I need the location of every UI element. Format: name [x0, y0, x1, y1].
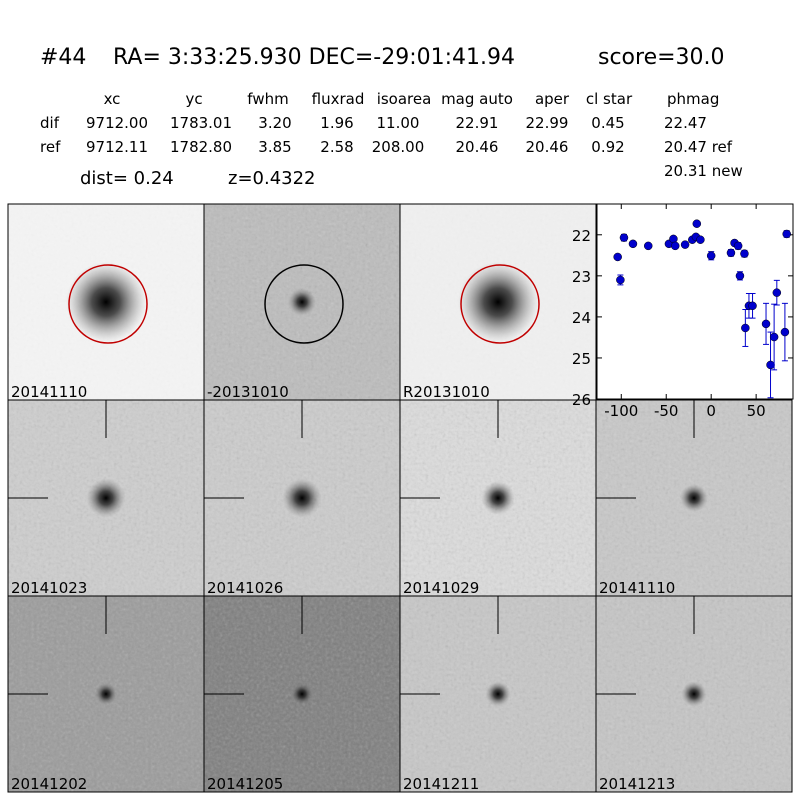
data-point	[769, 332, 779, 342]
column-header: isoarea	[377, 90, 432, 108]
x-tick-label: -100	[604, 402, 638, 420]
aperture	[264, 264, 344, 344]
y-tick-label: 26	[572, 391, 591, 409]
stamp-label: 20141110	[11, 383, 87, 401]
source	[66, 262, 146, 342]
column-header: phmag	[667, 90, 719, 108]
table-cell: 22.99	[526, 114, 569, 132]
data-point	[613, 252, 622, 262]
table-cell: 0.92	[591, 138, 624, 156]
table-cell: 2.58	[320, 138, 353, 156]
stamp-label: 20141213	[599, 775, 675, 793]
column-header: aper	[535, 90, 570, 108]
x-tick-label: 0	[706, 402, 716, 420]
column-header: fluxrad	[312, 90, 365, 108]
source	[458, 262, 538, 342]
x-tick-label: -50	[654, 402, 679, 420]
stamp-frame	[595, 595, 793, 793]
stamp-label: R20131010	[403, 383, 490, 401]
data-point	[782, 229, 791, 239]
table-cell: 9712.11	[86, 138, 148, 156]
data-point	[780, 327, 790, 337]
source	[282, 478, 322, 518]
y-tick-label: 22	[572, 227, 591, 245]
data-point	[706, 251, 716, 260]
data-point	[735, 271, 745, 281]
stamp-label: 20141110	[599, 579, 675, 597]
stamp-label: 20141029	[403, 579, 479, 597]
distance: dist= 0.24	[80, 168, 174, 189]
source	[288, 288, 316, 316]
stamp-label: 20141023	[11, 579, 87, 597]
table-cell: dif	[40, 114, 60, 132]
data-point	[643, 241, 653, 251]
redshift: z=0.4322	[228, 168, 316, 189]
data-point	[628, 239, 638, 249]
stamp-label: 20141026	[207, 579, 283, 597]
data-point	[692, 219, 702, 228]
column-header: xc	[104, 90, 121, 108]
data-point	[726, 248, 736, 258]
aperture	[460, 264, 540, 344]
column-header: fwhm	[247, 90, 288, 108]
table-cell: 3.20	[258, 114, 291, 132]
data-point	[741, 323, 750, 333]
source	[86, 478, 126, 518]
source	[681, 681, 707, 707]
data-point	[740, 249, 749, 258]
table-cell: 20.47 ref	[664, 138, 733, 156]
table-cell: 3.85	[258, 138, 291, 156]
aperture	[68, 264, 148, 344]
y-tick-label: 25	[572, 350, 591, 368]
source	[94, 682, 118, 706]
column-header: mag auto	[441, 90, 513, 108]
data-point	[619, 233, 629, 242]
data-point	[670, 241, 680, 251]
table-cell: 22.91	[456, 114, 499, 132]
stamp-label: 20141202	[11, 775, 87, 793]
table-cell: 22.47	[664, 114, 707, 132]
data-point	[669, 234, 678, 244]
data-point	[680, 240, 690, 249]
stamp-label: -20131010	[207, 383, 289, 401]
stamp-label: 20141211	[403, 775, 479, 793]
candidate-id: #44	[40, 45, 86, 70]
table-cell: 0.45	[591, 114, 624, 132]
source	[680, 484, 708, 512]
y-tick-label: 24	[572, 309, 591, 327]
source	[485, 681, 511, 707]
data-point	[772, 288, 782, 297]
source	[290, 682, 314, 706]
y-tick-label: 23	[572, 268, 591, 286]
stamp-label: 20141205	[207, 775, 283, 793]
table-cell: ref	[40, 138, 61, 156]
table-cell: 20.46	[526, 138, 569, 156]
column-header: yc	[185, 90, 202, 108]
data-point	[766, 360, 775, 370]
table-cell: 1.96	[320, 114, 353, 132]
table-cell: 20.46	[456, 138, 499, 156]
table-cell: 11.00	[377, 114, 420, 132]
table-cell: 9712.00	[86, 114, 148, 132]
data-point	[761, 319, 771, 329]
x-tick-label: 50	[747, 402, 766, 420]
score: score=30.0	[598, 45, 725, 70]
data-point	[616, 275, 625, 285]
table-cell: 1783.01	[170, 114, 232, 132]
data-point	[748, 301, 757, 311]
table-cell: 1782.80	[170, 138, 232, 156]
data-point	[696, 235, 705, 244]
source	[481, 481, 515, 515]
column-header: cl star	[586, 90, 633, 108]
table-cell: 208.00	[372, 138, 425, 156]
new-mag: 20.31 new	[664, 162, 743, 180]
coordinates: RA= 3:33:25.930 DEC=-29:01:41.94	[113, 45, 515, 70]
data-point	[733, 241, 743, 251]
